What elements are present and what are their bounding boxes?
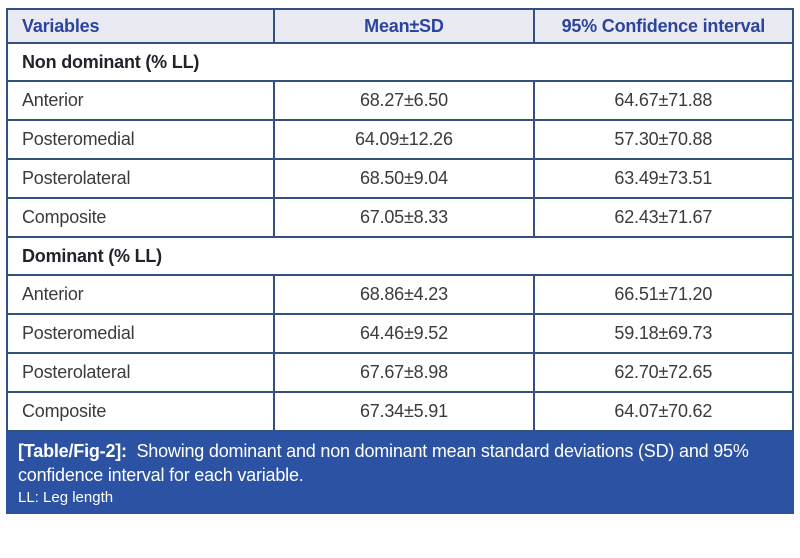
caption-line: [Table/Fig-2]: Showing dominant and non … [18,439,782,487]
column-header-mean-sd: Mean±SD [273,8,535,44]
ci-value: 63.49±73.51 [532,158,795,199]
row-label: Posterolateral [5,352,276,393]
row-label: Posteromedial [5,313,276,354]
ci-value: 62.43±71.67 [532,197,795,238]
mean-sd-value: 64.46±9.52 [273,313,535,354]
table-row-nondominant-posteromedial: Posteromedial 64.09±12.26 57.30±70.88 [5,119,795,160]
mean-sd-value: 64.09±12.26 [273,119,535,160]
ci-value: 57.30±70.88 [532,119,795,160]
ci-value: 64.07±70.62 [532,391,795,432]
table-row-nondominant-composite: Composite 67.05±8.33 62.43±71.67 [5,197,795,238]
mean-sd-value: 68.50±9.04 [273,158,535,199]
table-row-dominant-composite: Composite 67.34±5.91 64.07±70.62 [5,391,795,432]
header-row: Variables Mean±SD 95% Confidence interva… [5,8,795,44]
table-row-dominant-posteromedial: Posteromedial 64.46±9.52 59.18±69.73 [5,313,795,354]
row-label: Composite [5,197,276,238]
mean-sd-value: 67.67±8.98 [273,352,535,393]
statistics-table: Variables Mean±SD 95% Confidence interva… [5,8,795,432]
table-row-nondominant-posterolateral: Posterolateral 68.50±9.04 63.49±73.51 [5,158,795,199]
ci-value: 66.51±71.20 [532,274,795,315]
row-label: Posteromedial [5,119,276,160]
table-row-nondominant-anterior: Anterior 68.27±6.50 64.67±71.88 [5,80,795,121]
section-label: Non dominant (% LL) [6,42,794,82]
ci-value: 59.18±69.73 [532,313,795,354]
column-header-confidence-interval: 95% Confidence interval [532,8,795,44]
caption-text: Showing dominant and non dominant mean s… [18,441,749,485]
row-label: Anterior [5,80,276,121]
ci-value: 64.67±71.88 [532,80,795,121]
section-row-non-dominant: Non dominant (% LL) [6,42,794,82]
mean-sd-value: 67.34±5.91 [273,391,535,432]
mean-sd-value: 68.27±6.50 [273,80,535,121]
caption-tag: [Table/Fig-2]: [18,441,127,461]
table-figure: Variables Mean±SD 95% Confidence interva… [5,8,795,514]
table-row-dominant-anterior: Anterior 68.86±4.23 66.51±71.20 [5,274,795,315]
mean-sd-value: 68.86±4.23 [273,274,535,315]
column-header-variables: Variables [5,8,276,44]
row-label: Composite [5,391,276,432]
section-label: Dominant (% LL) [6,236,794,276]
row-label: Posterolateral [5,158,276,199]
table-row-dominant-posterolateral: Posterolateral 67.67±8.98 62.70±72.65 [5,352,795,393]
row-label: Anterior [5,274,276,315]
caption-footnote: LL: Leg length [18,489,114,506]
ci-value: 62.70±72.65 [532,352,795,393]
section-row-dominant: Dominant (% LL) [6,236,794,276]
mean-sd-value: 67.05±8.33 [273,197,535,238]
figure-caption-bar: [Table/Fig-2]: Showing dominant and non … [6,432,794,514]
